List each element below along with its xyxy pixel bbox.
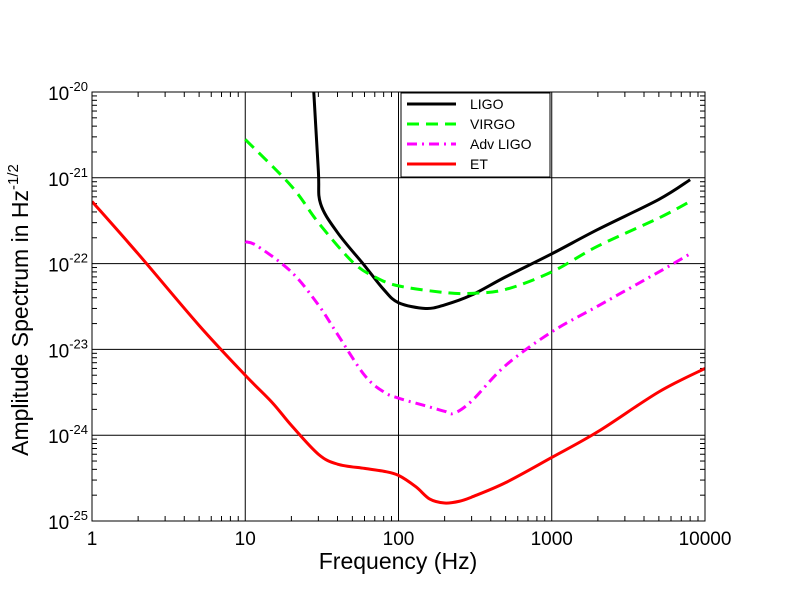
- legend-label: Adv LIGO: [470, 136, 532, 152]
- x-tick-label: 10000: [679, 529, 732, 550]
- series-line-et: [92, 200, 705, 505]
- y-tick-label: 10-22: [48, 251, 88, 277]
- series-line-adv-ligo: [244, 240, 691, 416]
- y-axis-title-exp: -1/2: [5, 164, 22, 190]
- y-tick-label: 10-21: [48, 165, 88, 191]
- x-tick-label: 1000: [531, 529, 573, 550]
- series-line-virgo: [244, 138, 691, 296]
- minor-ticks: [92, 92, 705, 521]
- y-tick-label: 10-20: [48, 79, 88, 105]
- legend-label: ET: [470, 156, 488, 172]
- x-tick-labels: 1 10 100 1000 10000: [87, 529, 732, 550]
- legend-label: LIGO: [470, 96, 504, 112]
- y-tick-label: 10-23: [48, 336, 88, 362]
- x-tick-label: 10: [235, 529, 256, 550]
- y-axis-title: Amplitude Spectrum in Hz-1/2: [5, 164, 33, 456]
- x-tick-label: 1: [87, 529, 98, 550]
- y-tick-labels: 10-25 10-24 10-23 10-22 10-21 10-20: [48, 79, 88, 534]
- legend-label: VIRGO: [470, 116, 515, 132]
- plot-frame: [91, 91, 706, 522]
- y-tick-label: 10-25: [48, 508, 88, 534]
- legend: LIGO VIRGO Adv LIGO ET: [400, 92, 551, 178]
- y-tick-label: 10-24: [48, 422, 88, 448]
- y-axis-title-base: Amplitude Spectrum in Hz: [7, 190, 33, 456]
- plot-area: [92, 92, 705, 505]
- x-axis-title: Frequency (Hz): [319, 548, 477, 574]
- x-tick-label: 100: [383, 529, 415, 550]
- series-line-ligo: [312, 92, 691, 311]
